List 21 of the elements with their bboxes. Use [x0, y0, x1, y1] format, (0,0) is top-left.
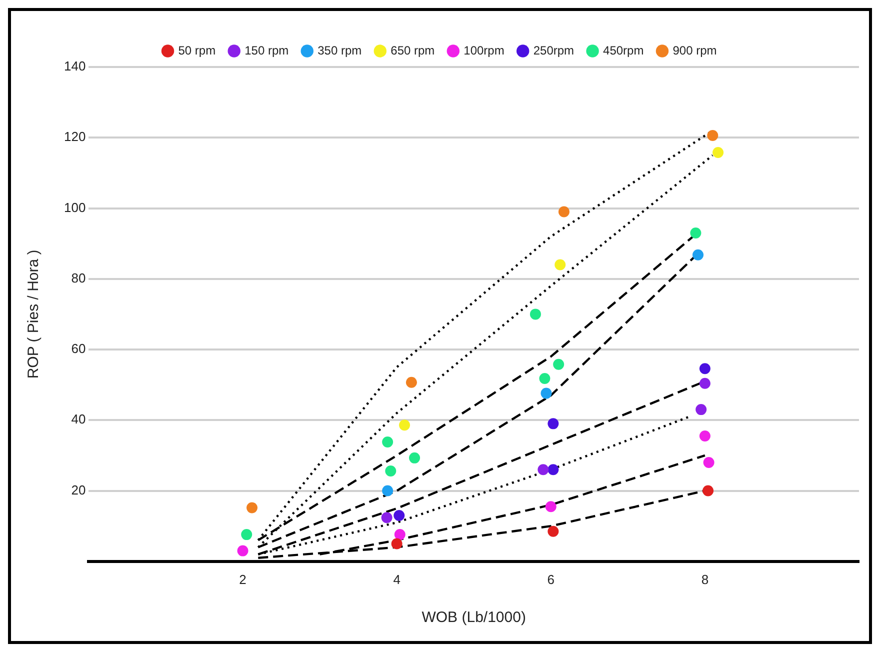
legend-label: 50 rpm — [178, 43, 216, 58]
legend-label: 900 rpm — [672, 43, 717, 58]
legend-label: 450rpm — [603, 43, 644, 58]
legend-label: 150 rpm — [244, 43, 289, 58]
legend-label: 250rpm — [533, 43, 574, 58]
y-tick-label: 60 — [71, 341, 86, 356]
y-tick-label: 100 — [64, 200, 86, 215]
x-tick-label: 2 — [239, 572, 246, 587]
x-tick-label: 4 — [393, 572, 400, 587]
y-tick-label: 140 — [64, 58, 86, 74]
x-tick-label: 8 — [701, 572, 709, 587]
legend-label: 350 rpm — [318, 43, 362, 58]
x-axis-title: WOB (Lb/1000) — [422, 609, 526, 626]
x-tick-label: 6 — [547, 572, 554, 587]
y-tick-label: 120 — [64, 129, 86, 144]
y-axis-title: ROP ( Pies / Hora ) — [25, 250, 42, 379]
y-tick-label: 20 — [71, 482, 86, 498]
y-tick-label: 40 — [71, 412, 86, 427]
y-tick-label: 80 — [71, 270, 86, 286]
legend-label: 650 rpm — [390, 43, 435, 58]
legend-label: 100rpm — [464, 43, 504, 58]
